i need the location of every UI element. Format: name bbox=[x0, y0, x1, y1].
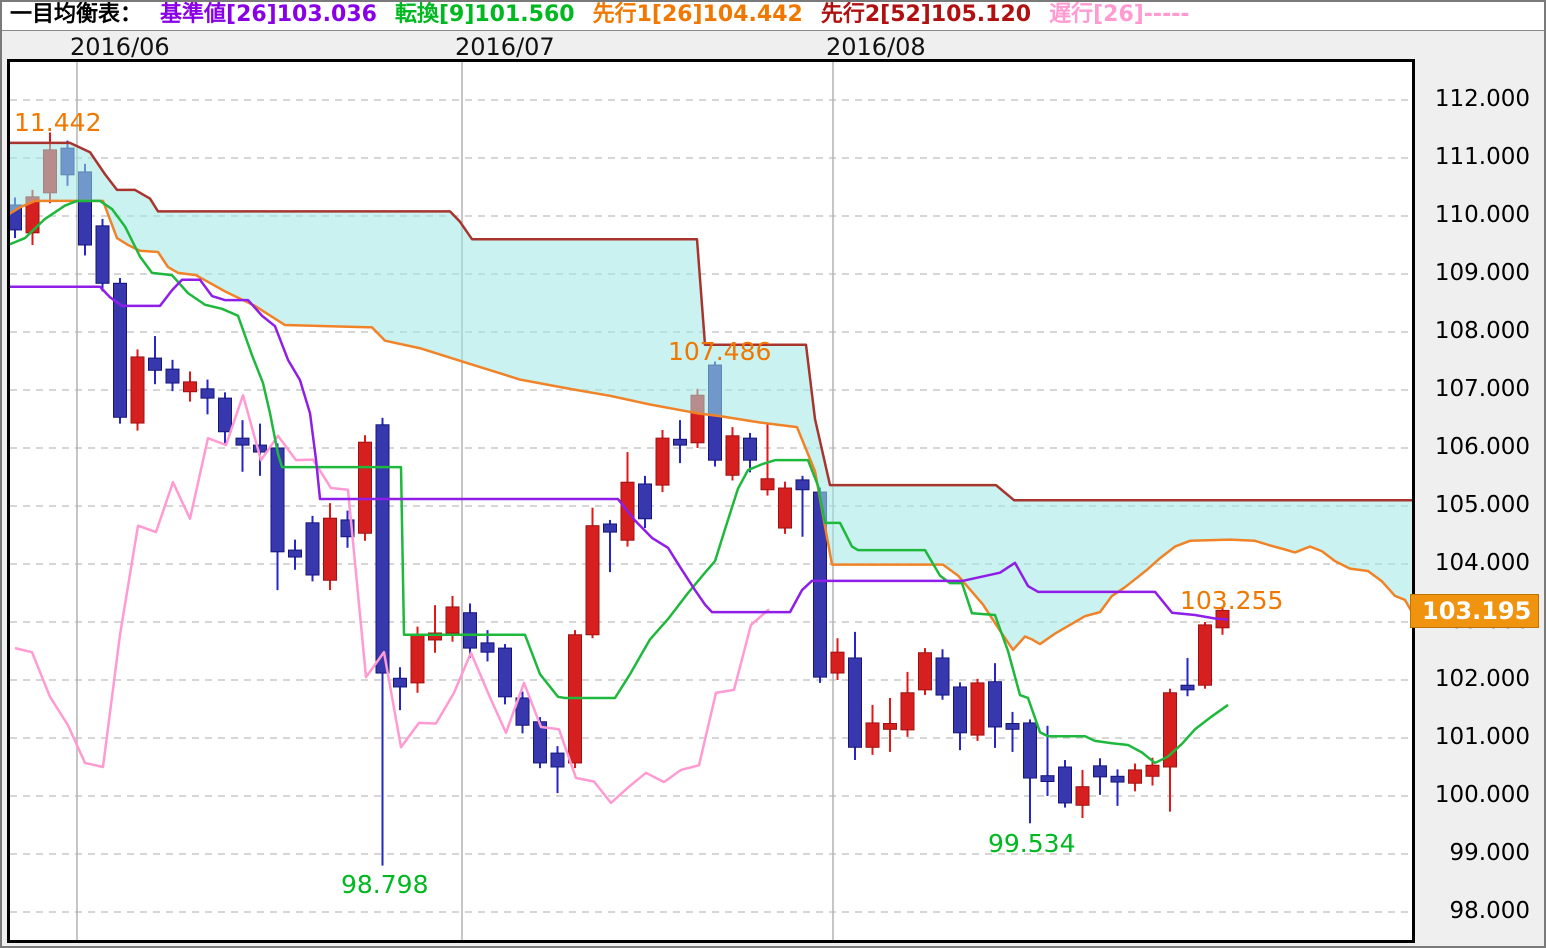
candle-body bbox=[515, 697, 530, 726]
senkou-b-line bbox=[10, 141, 1412, 502]
candle-body bbox=[1040, 775, 1055, 783]
candle-body bbox=[463, 612, 477, 649]
candle-body bbox=[95, 225, 110, 284]
y-axis-label: 110.000 bbox=[1434, 202, 1530, 228]
x-axis-month-labels: 2016/06 2016/07 2016/08 bbox=[0, 33, 1546, 61]
candle-body bbox=[113, 282, 127, 418]
price-annotation: 103.255 bbox=[1180, 586, 1284, 615]
candle-body bbox=[795, 479, 810, 491]
candle-body bbox=[288, 549, 302, 558]
y-axis-label: 102.000 bbox=[1434, 666, 1530, 692]
kijun-line bbox=[10, 278, 1229, 621]
candle-body bbox=[305, 522, 320, 576]
header-item-1: 基準値[26]103.036 bbox=[160, 2, 377, 27]
y-axis-label: 101.000 bbox=[1434, 724, 1530, 750]
candle-body bbox=[743, 437, 757, 461]
candle-body bbox=[323, 517, 337, 581]
tenkan-line bbox=[10, 199, 1229, 765]
candle-body bbox=[655, 437, 670, 486]
candle-body bbox=[865, 722, 880, 748]
header-item-0: 一目均衡表： bbox=[10, 2, 143, 27]
header-item-4: 先行2[52]105.120 bbox=[820, 2, 1032, 27]
candle-body bbox=[428, 632, 442, 641]
candle-body bbox=[1145, 764, 1160, 777]
y-axis-label: 100.000 bbox=[1434, 782, 1530, 808]
candle-body bbox=[848, 657, 862, 748]
candle-body bbox=[200, 388, 215, 399]
candle-body bbox=[673, 438, 687, 446]
y-axis-label: 104.000 bbox=[1434, 550, 1530, 576]
candle-body bbox=[498, 647, 512, 698]
candle-body bbox=[1198, 624, 1212, 686]
candle-body bbox=[603, 523, 617, 533]
header-item-3: 先行1[26]104.442 bbox=[592, 2, 803, 27]
kumo-cloud bbox=[10, 142, 1412, 650]
candle-body bbox=[130, 356, 145, 424]
candle-body bbox=[585, 525, 600, 636]
price-annotation: 107.486 bbox=[668, 337, 772, 366]
candle-body bbox=[1128, 769, 1142, 784]
current-price-badge: 103.195 bbox=[1410, 593, 1539, 628]
y-axis: 112.000 111.000 110.000 109.000 108.000 107.0… bbox=[1413, 0, 1546, 948]
candle-body bbox=[393, 677, 407, 688]
candle-body bbox=[1163, 692, 1177, 768]
candle-body bbox=[1075, 786, 1090, 806]
y-axis-label: 108.000 bbox=[1434, 318, 1530, 344]
month-label: 2016/06 bbox=[70, 33, 170, 61]
month-label: 2016/07 bbox=[455, 33, 555, 61]
y-axis-label: 105.000 bbox=[1434, 492, 1530, 518]
price-annotation: 11.442 bbox=[14, 108, 102, 137]
candle-body bbox=[148, 357, 162, 371]
candle-body bbox=[1093, 765, 1107, 778]
candle-body bbox=[1023, 722, 1037, 779]
candle-body bbox=[1180, 684, 1195, 691]
candle-body bbox=[778, 487, 792, 529]
candle-body bbox=[935, 657, 950, 696]
y-axis-label: 106.000 bbox=[1434, 434, 1530, 460]
month-label: 2016/08 bbox=[826, 33, 926, 61]
candle-body bbox=[550, 752, 565, 768]
y-axis-label: 98.000 bbox=[1449, 898, 1530, 924]
candle-body bbox=[445, 606, 460, 634]
candle-body bbox=[183, 381, 197, 393]
candle-body bbox=[725, 435, 740, 476]
y-axis-label: 99.000 bbox=[1449, 840, 1530, 866]
candle-body bbox=[830, 651, 845, 674]
chikou-line bbox=[14, 393, 770, 805]
candle-body bbox=[638, 483, 652, 520]
price-annotation: 99.534 bbox=[988, 829, 1076, 858]
candle-body bbox=[970, 682, 985, 736]
candle-body bbox=[480, 642, 495, 653]
indicator-header: 一目均衡表： 基準値[26]103.036 転換[9]101.560 先行1[26]1… bbox=[0, 0, 1546, 31]
candle-body bbox=[165, 368, 180, 384]
candle-body bbox=[218, 397, 232, 433]
candle-body bbox=[1110, 775, 1125, 783]
y-axis-label: 111.000 bbox=[1434, 144, 1530, 170]
candle-body bbox=[1005, 723, 1020, 730]
y-axis-label: 112.000 bbox=[1434, 86, 1530, 112]
candle-body bbox=[253, 444, 267, 453]
candle-body bbox=[235, 437, 250, 446]
candle-body bbox=[918, 652, 932, 691]
candle-body bbox=[1058, 766, 1072, 804]
senkou-a-line bbox=[10, 199, 1412, 652]
y-axis-label: 109.000 bbox=[1434, 260, 1530, 286]
candle-body bbox=[760, 478, 775, 491]
candle-body bbox=[953, 686, 967, 734]
header-item-2: 転換[9]101.560 bbox=[394, 2, 575, 27]
candle-body bbox=[883, 723, 897, 730]
candle-body bbox=[900, 692, 915, 731]
candle-body bbox=[358, 441, 372, 534]
candle-body bbox=[988, 681, 1002, 728]
header-item-5: 遅行[26]----- bbox=[1049, 2, 1190, 27]
y-axis-label: 107.000 bbox=[1434, 376, 1530, 402]
candle-body bbox=[410, 634, 425, 684]
candle-body bbox=[375, 424, 390, 674]
price-chart[interactable] bbox=[10, 62, 1412, 940]
price-annotation: 98.798 bbox=[341, 870, 429, 899]
